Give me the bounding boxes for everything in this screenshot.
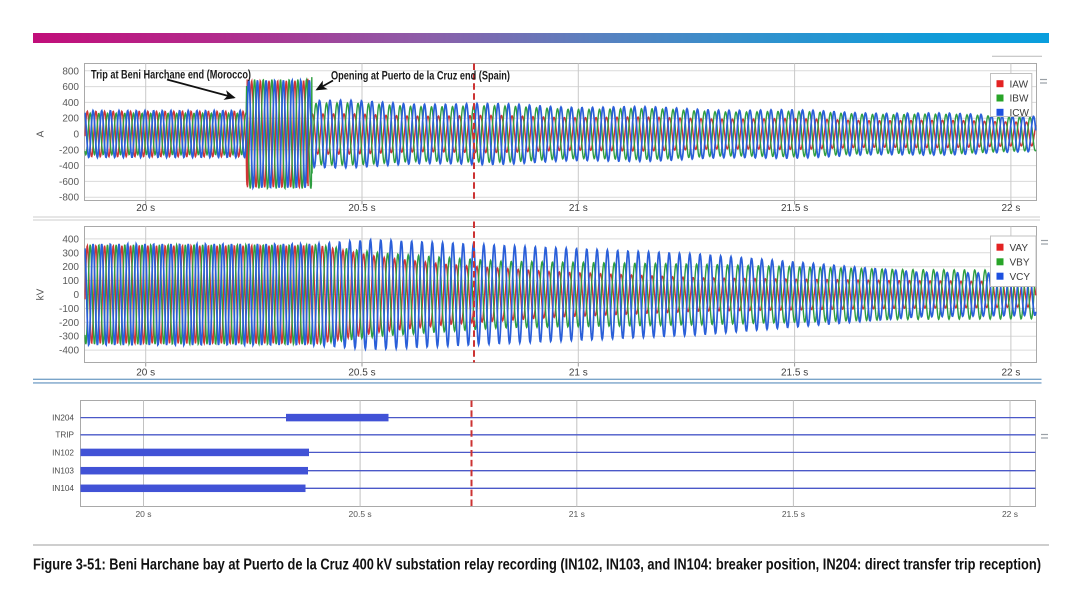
svg-text:21 s: 21 s xyxy=(569,203,588,214)
svg-text:kV: kV xyxy=(36,288,47,300)
svg-text:VAY: VAY xyxy=(1010,243,1029,254)
svg-text:400: 400 xyxy=(62,98,79,109)
svg-text:-200: -200 xyxy=(59,145,79,156)
svg-text:IBW: IBW xyxy=(1010,94,1029,105)
svg-text:ICW: ICW xyxy=(1010,108,1030,119)
svg-text:0: 0 xyxy=(73,290,79,301)
svg-text:20.5 s: 20.5 s xyxy=(348,203,375,214)
svg-text:VCY: VCY xyxy=(1010,272,1031,283)
svg-text:22 s: 22 s xyxy=(1001,203,1020,214)
svg-text:VBY: VBY xyxy=(1010,257,1030,268)
svg-text:400: 400 xyxy=(62,234,79,245)
svg-text:IN102: IN102 xyxy=(52,448,74,457)
svg-text:21.5 s: 21.5 s xyxy=(781,368,808,379)
svg-text:-800: -800 xyxy=(59,193,79,204)
svg-text:A: A xyxy=(36,130,47,137)
svg-text:20 s: 20 s xyxy=(135,509,151,519)
svg-text:TRIP: TRIP xyxy=(55,431,74,440)
svg-text:-400: -400 xyxy=(59,161,79,172)
svg-text:20.5 s: 20.5 s xyxy=(348,368,375,379)
svg-text:100: 100 xyxy=(62,276,79,287)
svg-text:200: 200 xyxy=(62,114,79,125)
svg-text:-300: -300 xyxy=(59,332,79,343)
svg-text:200: 200 xyxy=(62,262,79,273)
svg-text:21.5 s: 21.5 s xyxy=(781,203,808,214)
svg-text:IAW: IAW xyxy=(1010,79,1029,90)
svg-text:Opening at Puerto de la Cruz e: Opening at Puerto de la Cruz end (Spain) xyxy=(331,71,510,83)
svg-text:-400: -400 xyxy=(59,346,79,357)
svg-text:Figure 3-51: Beni Harchane bay: Figure 3-51: Beni Harchane bay at Puerto… xyxy=(33,557,1041,574)
svg-text:-600: -600 xyxy=(59,177,79,188)
svg-text:IN104: IN104 xyxy=(52,484,74,493)
svg-text:300: 300 xyxy=(62,248,79,259)
svg-text:-100: -100 xyxy=(59,304,79,315)
svg-text:0: 0 xyxy=(73,130,79,141)
svg-text:IN204: IN204 xyxy=(52,414,74,423)
svg-text:800: 800 xyxy=(62,66,79,77)
svg-text:21.5 s: 21.5 s xyxy=(782,509,805,519)
svg-text:IN103: IN103 xyxy=(52,467,74,476)
svg-text:20 s: 20 s xyxy=(136,203,155,214)
svg-text:21 s: 21 s xyxy=(569,509,585,519)
svg-text:Trip at Beni Harchane end (Mor: Trip at Beni Harchane end (Morocco) xyxy=(91,70,251,82)
svg-text:21 s: 21 s xyxy=(569,368,588,379)
svg-text:20 s: 20 s xyxy=(136,368,155,379)
svg-text:20.5 s: 20.5 s xyxy=(349,509,372,519)
svg-text:22 s: 22 s xyxy=(1002,509,1018,519)
svg-text:22 s: 22 s xyxy=(1001,368,1020,379)
svg-text:600: 600 xyxy=(62,82,79,93)
svg-text:-200: -200 xyxy=(59,318,79,329)
